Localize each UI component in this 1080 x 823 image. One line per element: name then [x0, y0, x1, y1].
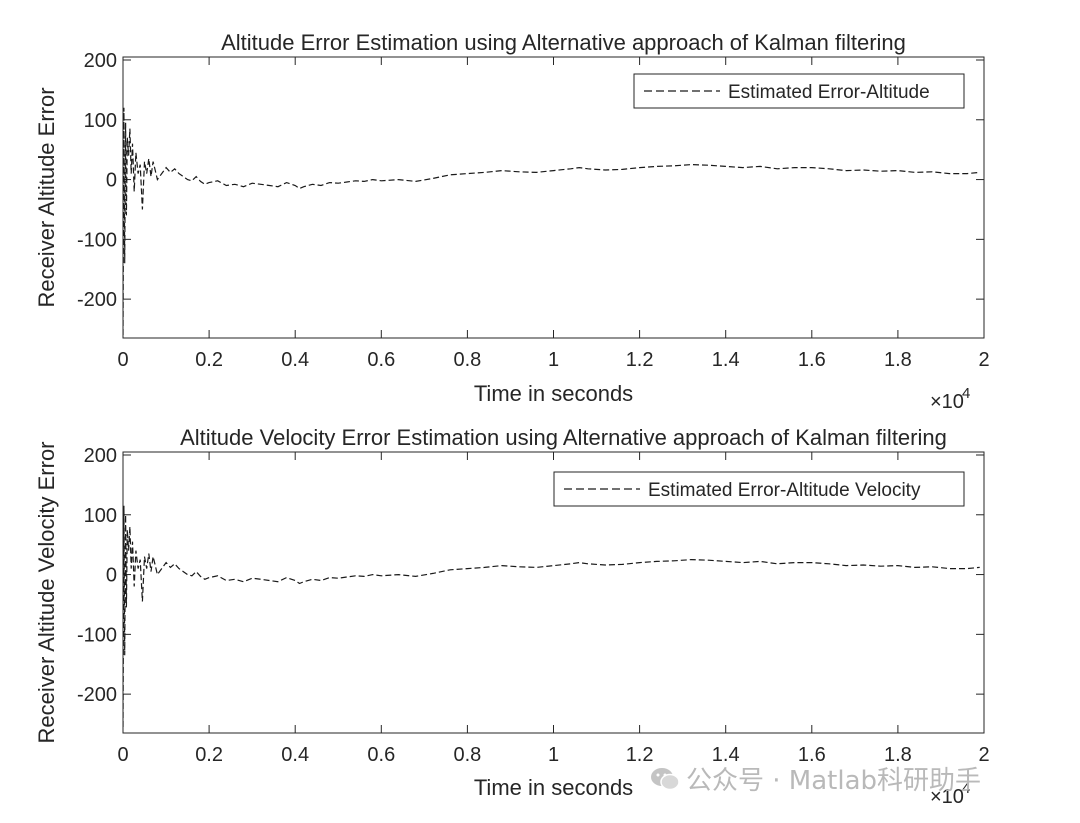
legend: Estimated Error-Altitude: [633, 73, 965, 109]
x-tick-label: 1: [548, 349, 559, 371]
legend-box: [633, 73, 965, 109]
y-tick-label: 100: [84, 505, 117, 527]
x-tick-label: 1.8: [884, 349, 912, 371]
x-tick-label: 1.8: [884, 744, 912, 766]
legend-label: Estimated Error-Altitude: [728, 82, 930, 103]
x-tick-label: 0.6: [367, 744, 395, 766]
x-tick-label: 1.4: [712, 349, 740, 371]
x-tick-label: 0: [117, 744, 128, 766]
y-tick-label: -100: [77, 229, 117, 251]
chart-title: Altitude Velocity Error Estimation using…: [180, 425, 947, 450]
y-tick-label: 200: [84, 50, 117, 72]
x-tick-label: 1.2: [626, 744, 654, 766]
legend-box: [553, 471, 965, 507]
x-tick-label: 0: [117, 349, 128, 371]
chart-1: 0 0.2 0.4 0.6 0.8 1 1.2 1.4 1.6 1.8 2 200 100 0 -100 -2…: [34, 30, 990, 413]
y-tick-label: 100: [84, 110, 117, 132]
chart-title: Altitude Error Estimation using Alternat…: [221, 30, 906, 55]
x-tick-label: 0.8: [453, 349, 481, 371]
wechat-icon: [651, 767, 680, 790]
x-tick-label: 0.4: [281, 349, 309, 371]
x-tick-label: 1.6: [798, 349, 826, 371]
x-tick-label: 1.6: [798, 744, 826, 766]
y-axis-label: Receiver Altitude Error: [34, 87, 59, 307]
x-tick-label: 1.2: [626, 349, 654, 371]
series-line-1: [123, 505, 980, 728]
y-tick-label: -100: [77, 624, 117, 646]
watermark: 公众号 · Matlab科研助手: [650, 760, 981, 797]
x-axis-label: Time in seconds: [474, 775, 633, 800]
y-tick-label: 200: [84, 445, 117, 467]
y-tick-label: 0: [106, 565, 117, 587]
x-exponent-label: ×10: [930, 391, 964, 413]
x-tick-label: 1.4: [712, 744, 740, 766]
legend-label: Estimated Error-Altitude Velocity: [648, 480, 921, 501]
series-line-1: [123, 107, 980, 336]
y-tick-label: -200: [77, 684, 117, 706]
x-tick-label: 2: [978, 744, 989, 766]
x-tick-label: 0.4: [281, 744, 309, 766]
x-exponent-label: ×10: [930, 786, 964, 808]
x-tick-label: 0.8: [453, 744, 481, 766]
x-tick-label: 0.6: [367, 349, 395, 371]
x-tick-label: 0.2: [195, 349, 223, 371]
x-tick-label: 1: [548, 744, 559, 766]
watermark-text: 公众号 · Matlab科研助手: [686, 766, 982, 796]
x-exponent-power: 4: [962, 385, 970, 402]
y-tick-label: -200: [77, 289, 117, 311]
x-exponent-power: 4: [962, 780, 970, 797]
y-tick-label: 0: [106, 170, 117, 192]
x-axis-label: Time in seconds: [474, 381, 633, 406]
y-axis-label: Receiver Altitude Velocity Error: [34, 441, 59, 743]
chart-2: 0 0.2 0.4 0.6 0.8 1 1.2 1.4 1.6 1.8 2 200 100 0 -100 -2…: [34, 425, 990, 808]
x-tick-label: 2: [978, 349, 989, 371]
x-tick-label: 0.2: [195, 744, 223, 766]
legend: Estimated Error-Altitude Velocity: [553, 471, 965, 507]
